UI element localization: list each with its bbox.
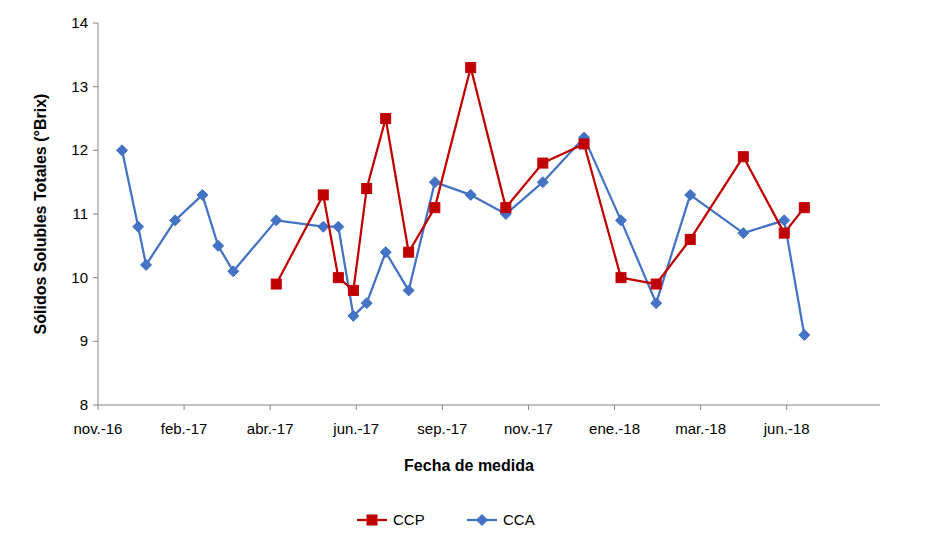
y-tick-label: 14	[71, 14, 88, 31]
point	[799, 329, 810, 340]
x-tick	[356, 405, 357, 410]
point	[133, 221, 144, 232]
legend-marker	[367, 515, 377, 525]
legend: CCP CCA	[357, 511, 535, 528]
y-tick-label: 9	[80, 332, 88, 349]
point	[466, 63, 476, 73]
point	[799, 203, 809, 213]
y-tick	[93, 150, 98, 151]
point	[381, 114, 391, 124]
point	[318, 221, 329, 232]
point	[403, 285, 414, 296]
point	[685, 189, 696, 200]
point	[271, 279, 281, 289]
point	[738, 152, 748, 162]
point	[170, 215, 181, 226]
x-tick-label: ene.-18	[589, 420, 640, 437]
y-axis-title: Sólidos Solubles Totales (°Brix)	[32, 94, 49, 335]
point	[538, 158, 548, 168]
point	[651, 279, 661, 289]
point	[738, 228, 749, 239]
x-tick	[270, 405, 271, 410]
point	[141, 259, 152, 270]
x-tick-label: jun.-18	[763, 420, 810, 437]
point	[197, 189, 208, 200]
point	[430, 203, 440, 213]
point	[651, 298, 662, 309]
y-tick-label: 13	[71, 78, 88, 95]
point	[318, 190, 328, 200]
y-tick	[93, 341, 98, 342]
legend-label: CCA	[503, 511, 535, 528]
y-tick-label: 8	[80, 396, 88, 413]
point	[779, 228, 789, 238]
y-tick-label: 11	[72, 205, 88, 222]
point	[361, 298, 372, 309]
series-line	[276, 68, 804, 291]
x-tick	[700, 405, 701, 410]
point	[228, 266, 239, 277]
x-tick-label: sep.-17	[417, 420, 467, 437]
point	[429, 177, 440, 188]
point	[537, 177, 548, 188]
y-tick	[93, 23, 98, 24]
x-tick	[98, 405, 99, 410]
x-tick	[184, 405, 185, 410]
point	[404, 247, 414, 257]
point	[333, 221, 344, 232]
x-tick-label: nov.-17	[504, 420, 553, 437]
y-tick	[93, 277, 98, 278]
plot-area	[117, 63, 810, 341]
x-tick-label: mar.-18	[675, 420, 726, 437]
point	[616, 273, 626, 283]
x-tick-label: feb.-17	[161, 420, 208, 437]
series-0	[271, 63, 809, 296]
point	[362, 184, 372, 194]
series-line	[122, 138, 804, 335]
legend-label: CCP	[393, 511, 425, 528]
chart: 8 9 10 11 12 13 14 nov.-16 feb.-17 abr.-17 jun.-17…	[0, 0, 934, 552]
point	[380, 247, 391, 258]
y-tick	[93, 86, 98, 87]
point	[348, 285, 358, 295]
series-1	[117, 132, 810, 340]
x-axis-title: Fecha de medida	[404, 457, 534, 474]
x-tick-label: nov.-16	[74, 420, 123, 437]
y-tick-label: 12	[71, 141, 88, 158]
x-tick	[786, 405, 787, 410]
x-tick	[442, 405, 443, 410]
background	[0, 0, 934, 552]
y-tick-label: 10	[71, 269, 88, 286]
y-tick	[93, 214, 98, 215]
legend-marker	[477, 515, 488, 526]
point	[271, 215, 282, 226]
point	[333, 273, 343, 283]
x-axis-line	[98, 405, 880, 406]
point	[685, 234, 695, 244]
x-tick	[614, 405, 615, 410]
x-tick	[528, 405, 529, 410]
point	[213, 240, 224, 251]
x-tick-label: abr.-17	[247, 420, 294, 437]
point	[501, 203, 511, 213]
point	[579, 139, 589, 149]
point	[117, 145, 128, 156]
point	[348, 310, 359, 321]
point	[465, 189, 476, 200]
x-tick-label: jun.-17	[332, 420, 379, 437]
y-tick	[93, 405, 98, 406]
point	[616, 215, 627, 226]
